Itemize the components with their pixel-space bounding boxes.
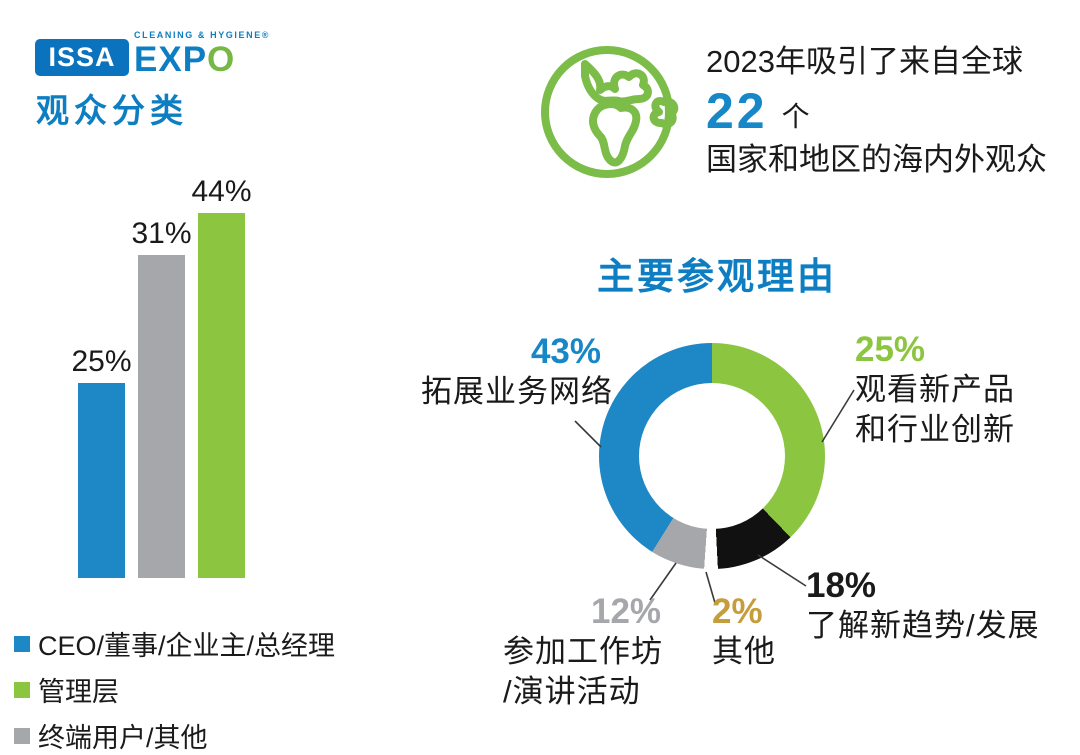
other-text: 其他 — [712, 634, 776, 669]
bar-rect — [138, 255, 185, 578]
expo-letters-blue: EXP — [134, 40, 208, 79]
countries-count-unit: 个 — [781, 101, 810, 132]
stat-number-row: 22 个 — [706, 82, 1047, 140]
bar-rect — [198, 213, 245, 578]
expo-logo-text: EXPO — [134, 42, 270, 78]
globe-icon — [541, 46, 679, 178]
other-pct: 2% — [712, 592, 763, 631]
legend-swatch — [14, 635, 30, 652]
logo-tagline: CLEANING & HYGIENE® — [134, 30, 271, 40]
trends-pct: 18% — [806, 566, 877, 605]
legend-swatch — [14, 727, 30, 744]
workshops-text-line1: 参加工作坊 — [503, 634, 663, 669]
new-products-text-line1: 观看新产品 — [855, 372, 1015, 407]
bar-CEO/董事/企业主/总经理: 25% — [71, 345, 132, 578]
expo-letter-o-green: O — [207, 40, 236, 79]
segment-label-other: 2% 其他 — [712, 592, 776, 672]
issa-logo-box: ISSA — [35, 39, 129, 76]
bar-value-label: 25% — [71, 345, 132, 378]
workshops-pct: 12% — [591, 592, 662, 631]
networking-text: 拓展业务网络 — [421, 374, 613, 409]
bar-rect — [78, 383, 125, 578]
stat-line-2: 国家和地区的海内外观众 — [706, 142, 1047, 177]
new-products-text-line2: 和行业创新 — [855, 412, 1015, 447]
audience-legend: CEO/董事/企业主/总经理 管理层终端用户/其他 — [14, 624, 335, 755]
legend-label: 终端用户/其他 — [38, 723, 208, 753]
new-products-pct: 25% — [855, 330, 926, 369]
bar-终端用户/其他: 31% — [131, 217, 192, 578]
expo-logo-block: CLEANING & HYGIENE® EXPO — [134, 30, 270, 78]
bar-value-label: 31% — [131, 217, 192, 250]
global-attendance-stat: 2023年吸引了来自全球 22 个 国家和地区的海内外观众 — [706, 42, 1047, 180]
reasons-donut-chart — [599, 343, 825, 569]
legend-row: 管理层 — [14, 670, 335, 709]
issa-expo-logo: ISSA CLEANING & HYGIENE® EXPO — [35, 30, 270, 78]
legend-swatch — [14, 681, 30, 698]
stat-line-1: 2023年吸引了来自全球 — [706, 44, 1023, 79]
legend-label: 管理层 — [38, 677, 119, 707]
countries-count: 22 — [706, 83, 768, 139]
segment-label-networking: 43% 拓展业务网络 — [383, 332, 613, 412]
issa-logo-text: ISSA — [48, 42, 116, 72]
legend-label: CEO/董事/企业主/总经理 — [38, 631, 336, 661]
segment-label-workshops: 12% 参加工作坊 /演讲活动 — [503, 592, 663, 712]
bar-管理层: 44% — [191, 175, 252, 578]
reasons-section-title: 主要参观理由 — [597, 256, 837, 297]
donut-hole — [639, 383, 785, 529]
legend-row: 终端用户/其他 — [14, 716, 335, 755]
audience-section-title: 观众分类 — [36, 92, 188, 129]
segment-label-new-products: 25% 观看新产品 和行业创新 — [855, 330, 1015, 450]
legend-row: CEO/董事/企业主/总经理 — [14, 624, 335, 663]
networking-pct: 43% — [530, 332, 601, 371]
segment-label-trends: 18% 了解新趋势/发展 — [806, 566, 1040, 646]
workshops-text-line2: /演讲活动 — [503, 674, 641, 709]
audience-bar-chart: 25% 31% 44% — [71, 175, 252, 578]
trends-text: 了解新趋势/发展 — [806, 608, 1040, 643]
bar-value-label: 44% — [191, 175, 252, 208]
